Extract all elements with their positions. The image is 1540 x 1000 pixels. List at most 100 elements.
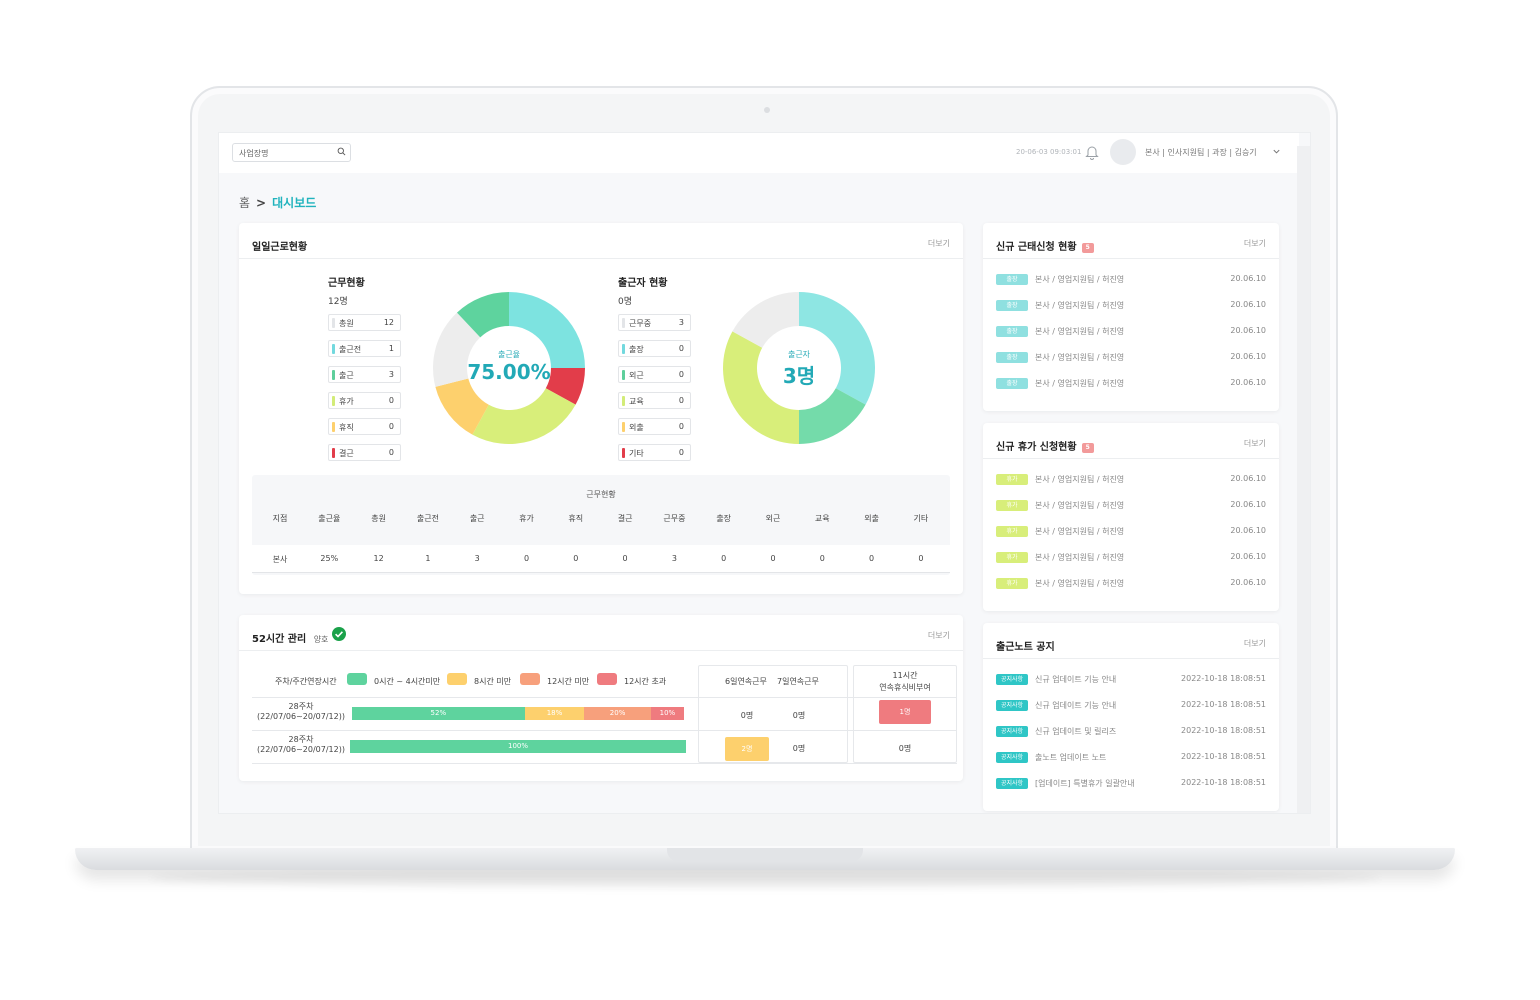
table-cell: 3 (671, 554, 677, 563)
card-header: 신규 휴가 신청현황 5 더보기 (983, 423, 1279, 459)
legend-label: 0시간 ~ 4시간미만 (374, 677, 441, 686)
stat-label: 교육 (629, 397, 644, 406)
attendance-rate-value: 75.00% (467, 360, 551, 384)
item-tag: 출장 (996, 352, 1028, 363)
color-bar (332, 396, 335, 406)
item-date: 20.06.10 (1230, 326, 1266, 335)
table-cell: 휴가 (519, 514, 534, 523)
stat-value: 0 (678, 344, 684, 353)
stat-row: 휴가 0 (328, 392, 401, 409)
avatar[interactable] (1110, 139, 1136, 165)
item-text: 본사 / 영업지원팀 / 허진영 (1035, 327, 1125, 336)
item-text: 본사 / 영업지원팀 / 허진영 (1035, 301, 1125, 310)
stat-row: 기타 0 (618, 444, 691, 461)
table-cell: 3 (474, 554, 480, 563)
bell-icon[interactable] (1085, 144, 1099, 160)
bar-segment: 10% (650, 707, 684, 720)
more-link[interactable]: 더보기 (1243, 439, 1266, 448)
user-info[interactable]: 본사 | 인사지원팀 | 과장 | 김승기 (1145, 148, 1257, 157)
notices-card: 출근노트 공지 더보기 공지사항 신규 업데이트 기능 안내 2022-10-18 … (983, 623, 1279, 811)
list-item[interactable]: 휴가 본사 / 영업지원팀 / 허진영 20.06.10 (996, 500, 1266, 512)
table-cell: 0 (770, 554, 776, 563)
item-tag: 휴가 (996, 500, 1028, 511)
search-input[interactable]: 사업장명 (232, 143, 351, 162)
list-item[interactable]: 휴가 본사 / 영업지원팀 / 허진영 20.06.10 (996, 526, 1266, 538)
attendance-requests-card: 신규 근태신청 현황 5 더보기 출장 본사 / 영업지원팀 / 허진영 20.06.… (983, 223, 1279, 411)
donut-slice (433, 312, 481, 387)
card-header: 일일근로현황 더보기 (239, 223, 963, 259)
attendee-status-title: 출근자 현황 (618, 278, 668, 289)
table-cell: 교육 (814, 514, 830, 523)
divider (252, 697, 957, 698)
list-item[interactable]: 출장 본사 / 영업지원팀 / 허진영 20.06.10 (996, 274, 1266, 286)
item-tag: 공지사항 (996, 726, 1028, 737)
donut-slice (456, 292, 509, 338)
table-cell: 0 (819, 554, 825, 563)
list-item[interactable]: 출장 본사 / 영업지원팀 / 허진영 20.06.10 (996, 300, 1266, 312)
hours52-status: 양호 (313, 635, 329, 644)
donut-slice (723, 331, 799, 444)
week-range: (22/07/06~20/07/12)) (257, 745, 345, 754)
legend-label: 12시간 초과 (624, 677, 667, 686)
list-item[interactable]: 휴가 본사 / 영업지원팀 / 허진영 20.06.10 (996, 578, 1266, 590)
legend-label: 8시간 미만 (474, 677, 512, 686)
search-icon[interactable] (337, 147, 346, 156)
color-bar (622, 370, 625, 380)
stat-value: 0 (678, 448, 684, 457)
table-cell: 0 (523, 554, 530, 563)
table-cell: 1 (425, 554, 431, 563)
more-link[interactable]: 더보기 (1243, 239, 1266, 248)
stacked-bar: 52% 18% 20% 10% (352, 707, 684, 720)
table-row: 본사 25% 12 1 3 0 0 0 3 0 0 0 0 0 (252, 545, 950, 573)
item-tag: 출장 (996, 300, 1028, 311)
hours52-title: 52시간 관리 (252, 634, 307, 645)
more-link[interactable]: 더보기 (1243, 639, 1266, 648)
more-link[interactable]: 더보기 (927, 631, 950, 640)
donut-slice (799, 292, 875, 405)
more-link[interactable]: 더보기 (927, 239, 950, 248)
list-item[interactable]: 공지사항 신규 업데이트 기능 안내 2022-10-18 18:08:51 (996, 700, 1266, 712)
stat-label: 근무중 (629, 319, 652, 328)
stat-label: 휴가 (339, 397, 354, 406)
list-item[interactable]: 공지사항 신규 업데이트 기능 안내 2022-10-18 18:08:51 (996, 674, 1266, 686)
list-item[interactable]: 공지사항 신규 업데이트 및 릴리즈 2022-10-18 18:08:51 (996, 726, 1266, 738)
list-item[interactable]: 공지사항 출노트 업데이트 노트 2022-10-18 18:08:51 (996, 752, 1266, 764)
stat-row: 교육 0 (618, 392, 691, 409)
legend-swatch (597, 673, 617, 685)
color-bar (332, 370, 335, 380)
list-item[interactable]: 출장 본사 / 영업지원팀 / 허진영 20.06.10 (996, 378, 1266, 390)
top-bar: 사업장명 20-06-03 09:03:01 본사 | 인사지원팀 | 과장 |… (219, 133, 1299, 173)
stat-value: 0 (678, 370, 684, 379)
attendee-status-total: 0명 (618, 297, 633, 307)
bar-segment: 100% (350, 740, 686, 753)
table-cell: 12 (373, 554, 384, 563)
col-11h-line1: 11시간 (892, 671, 918, 680)
list-item[interactable]: 출장 본사 / 영업지원팀 / 허진영 20.06.10 (996, 352, 1266, 364)
scrollbar[interactable] (1297, 146, 1310, 813)
bar-segment: 18% (524, 707, 585, 720)
list-item[interactable]: 출장 본사 / 영업지원팀 / 허진영 20.06.10 (996, 326, 1266, 338)
item-tag: 공지사항 (996, 674, 1028, 685)
list-item[interactable]: 휴가 본사 / 영업지원팀 / 허진영 20.06.10 (996, 552, 1266, 564)
stat-row: 외근 0 (618, 366, 691, 383)
item-text: 본사 / 영업지원팀 / 허진영 (1035, 379, 1125, 388)
breadcrumb-home[interactable]: 홈 (239, 196, 251, 210)
seven-day-value: 0명 (792, 744, 806, 753)
stat-label: 외출 (629, 423, 644, 432)
table-cell: 외출 (864, 514, 879, 523)
table-cell: 기타 (913, 514, 929, 523)
item-text: 본사 / 영업지원팀 / 허진영 (1035, 475, 1125, 484)
stat-row: 근무중 3 (618, 314, 691, 331)
check-circle-icon (332, 627, 346, 641)
list-item[interactable]: 공지사항 [업데이트] 특별휴가 일괄안내 2022-10-18 18:08:51 (996, 778, 1266, 790)
app-screen: 사업장명 20-06-03 09:03:01 본사 | 인사지원팀 | 과장 |… (218, 132, 1311, 814)
stat-value: 1 (388, 344, 394, 353)
list-item[interactable]: 휴가 본사 / 영업지원팀 / 허진영 20.06.10 (996, 474, 1266, 486)
chevron-down-icon[interactable] (1272, 147, 1281, 156)
item-date: 2022-10-18 18:08:51 (1181, 752, 1266, 761)
table-cell: 출근전 (416, 514, 439, 523)
item-text: 본사 / 영업지원팀 / 허진영 (1035, 501, 1125, 510)
donut-slice (472, 388, 576, 444)
item-text: 신규 업데이트 및 릴리즈 (1035, 727, 1117, 736)
item-date: 20.06.10 (1230, 578, 1266, 587)
